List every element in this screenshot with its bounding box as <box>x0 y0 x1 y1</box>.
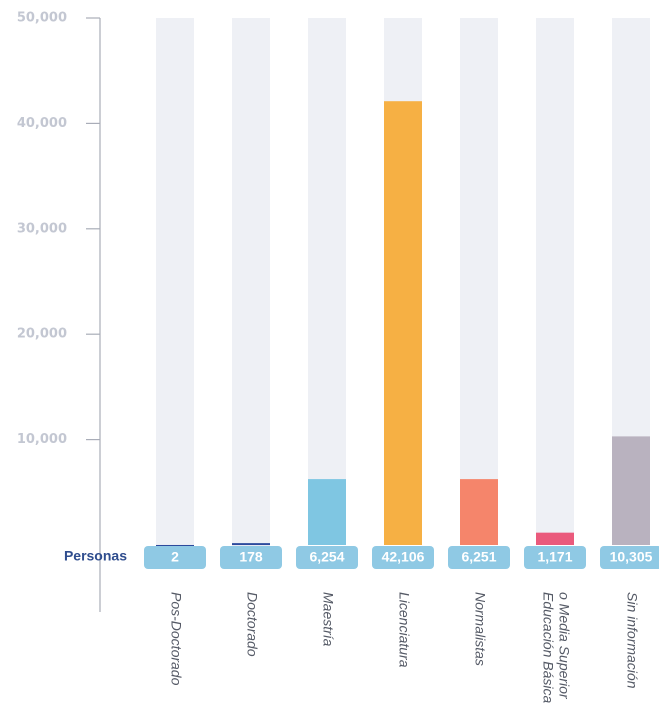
value-label-box <box>600 546 659 569</box>
bar <box>612 436 650 545</box>
value-label: 6,251 <box>461 549 496 565</box>
bar-track <box>156 18 194 545</box>
x-tick-label: Educación Básica <box>540 592 556 704</box>
bar-track <box>232 18 270 545</box>
x-tick-label: Doctorado <box>244 592 260 657</box>
value-label-box <box>144 546 206 569</box>
bar <box>384 101 422 545</box>
value-label: 1,171 <box>537 549 572 565</box>
value-label-box <box>524 546 586 569</box>
bar-track <box>460 18 498 545</box>
bar <box>460 479 498 545</box>
value-label: 10,305 <box>610 549 653 565</box>
value-label-box <box>372 546 434 569</box>
y-tick-label: 10,000 <box>17 432 67 447</box>
bar <box>536 532 574 545</box>
value-label: 6,254 <box>309 549 344 565</box>
value-label: 42,106 <box>382 549 425 565</box>
bar <box>156 544 194 547</box>
x-tick-label: Licenciatura <box>396 592 412 668</box>
y-tick-label: 30,000 <box>17 221 67 236</box>
x-tick-label: Normalistas <box>472 592 488 666</box>
value-label: 178 <box>239 549 263 565</box>
bar-track <box>308 18 346 545</box>
x-tick-label: Pos-Doctorado <box>168 592 184 686</box>
value-label: 2 <box>171 549 179 565</box>
value-label-box <box>448 546 510 569</box>
value-label-box <box>296 546 358 569</box>
y-tick-label: 50,000 <box>17 11 67 26</box>
y-tick-label: 20,000 <box>17 327 67 342</box>
x-tick-label: o Media Superior <box>556 592 572 700</box>
bar <box>308 479 346 545</box>
bar-track <box>536 18 574 545</box>
x-tick-label: Maestría <box>320 592 336 647</box>
value-label-box <box>220 546 282 569</box>
x-tick-label: Sin información <box>624 592 640 689</box>
bar <box>232 543 270 546</box>
y-tick-label: 40,000 <box>17 116 67 131</box>
value-label-title: Personas <box>64 548 127 564</box>
